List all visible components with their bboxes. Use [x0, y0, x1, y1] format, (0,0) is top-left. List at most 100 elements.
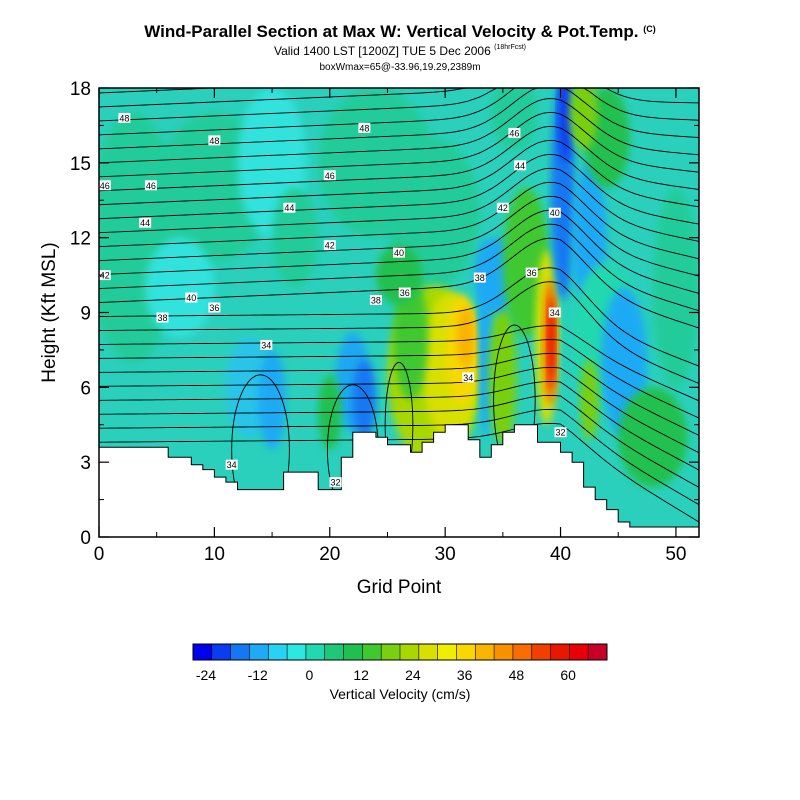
contour-label-bg — [323, 170, 336, 181]
contour-label-text: 42 — [325, 241, 335, 251]
isentrope-line — [99, 339, 699, 419]
valid-time-text: Valid 1400 LST [1200Z] TUE 5 Dec 2006 — [273, 44, 491, 58]
y-tick-label: 18 — [70, 79, 91, 100]
isentrope-line — [99, 181, 699, 260]
contour-label: 32 — [329, 477, 342, 488]
isentrope-line — [99, 125, 699, 192]
isentrope-line — [99, 88, 699, 136]
velocity-cell — [491, 88, 538, 151]
colorbar-tick-label: 12 — [353, 667, 369, 683]
x-tick-label: 30 — [435, 544, 456, 565]
contour-label: 42 — [496, 202, 509, 213]
contour-label-bg — [283, 202, 296, 213]
contour-label-text: 44 — [515, 161, 525, 171]
x-axis: 0 10 20 30 40 50 Grid Point — [94, 88, 686, 598]
isentrope-line — [99, 88, 699, 150]
colorbar-tick-label: -12 — [248, 667, 268, 683]
isentrope-line — [99, 380, 699, 471]
contour-label: 38 — [369, 295, 382, 306]
contour-label: 42 — [98, 270, 111, 281]
isentrope-line — [99, 223, 699, 312]
chart-box-info: boxWmax=65@-33.96,19.29,2389m — [319, 62, 481, 73]
contour-label: 38 — [473, 272, 486, 283]
forecast-hour-tag: (18hrFcst) — [494, 44, 527, 51]
contour-label-text: 42 — [100, 271, 110, 281]
contour-label-bg — [525, 267, 538, 278]
isentrope-line — [99, 139, 699, 208]
contour-label-bg — [473, 272, 486, 283]
colorbar-swatch — [531, 644, 551, 660]
contour-label-text: 36 — [527, 268, 537, 278]
velocity-cell — [569, 88, 598, 151]
isentrope-line — [99, 209, 699, 294]
contour-label-bg — [393, 247, 405, 258]
contour-label-bg — [496, 202, 509, 213]
contour-label-bg — [144, 180, 157, 191]
velocity-cell — [618, 387, 688, 488]
contour-label-bg — [225, 459, 238, 470]
velocity-cell — [393, 275, 428, 400]
chart-title-tag: (C) — [643, 24, 656, 34]
y-tick-label: 15 — [70, 154, 91, 175]
colorbar-swatch — [550, 644, 570, 660]
contour-label-text: 42 — [498, 203, 508, 213]
contour-label-bg — [98, 270, 111, 281]
colorbar-swatch — [324, 644, 344, 660]
contour-label: 44 — [514, 160, 527, 171]
contour-label-text: 46 — [100, 181, 110, 191]
y-tick-label: 6 — [80, 378, 91, 399]
contour-label: 42 — [323, 240, 336, 251]
isentrope-line — [99, 167, 699, 242]
colorbar-tick-label: 36 — [457, 667, 473, 683]
x-tick-label: 50 — [665, 544, 686, 565]
isentrope-line — [99, 281, 699, 384]
y-tick-label: 0 — [80, 528, 91, 549]
contour-label-text: 36 — [400, 288, 410, 298]
contour-label: 34 — [548, 307, 561, 318]
contour-label-text: 46 — [146, 181, 156, 191]
colorbar-swatch — [362, 644, 382, 660]
colorbar-swatch — [193, 644, 213, 660]
isentrope-line — [99, 195, 699, 277]
colorbar-tick-label: 60 — [560, 667, 576, 683]
contour-label-text: 46 — [325, 171, 335, 181]
velocity-cell — [547, 297, 556, 388]
contour-label: 34 — [260, 339, 273, 350]
contour-label: 36 — [525, 267, 538, 278]
contour-label-text: 34 — [550, 308, 560, 318]
colorbar: -24 -12 0 12 24 36 48 60 Vertical Velocity (cm/s… — [192, 643, 608, 702]
velocity-cell — [580, 359, 599, 440]
contour-label: 32 — [554, 427, 567, 438]
contour-label-bg — [118, 112, 131, 123]
colorbar-swatch — [475, 644, 495, 660]
contour-label-text: 34 — [227, 460, 237, 470]
contour-label-bg — [358, 122, 371, 133]
contour-label-bg — [139, 217, 152, 228]
contour-label: 48 — [358, 122, 371, 133]
colorbar-swatch — [249, 644, 269, 660]
terrain-mask — [98, 424, 700, 538]
colorbar-swatch — [588, 644, 608, 660]
contour-label-text: 32 — [331, 478, 341, 488]
contour-label-bg — [508, 127, 521, 138]
x-tick-label: 10 — [204, 544, 225, 565]
contour-label-bg — [323, 240, 336, 251]
colorbar-label: Vertical Velocity (cm/s) — [330, 686, 471, 702]
contour-label: 46 — [508, 127, 521, 138]
colorbar-swatch — [456, 644, 476, 660]
y-tick-label: 3 — [80, 453, 91, 474]
colorbar-frame — [192, 643, 608, 661]
x-tick-label: 40 — [550, 544, 571, 565]
contour-labels: 48 46 48 48 46 46 44 44 46 44 42 40 42 40 42 40 38 36 36 38… — [98, 112, 567, 488]
velocity-cell — [489, 305, 517, 445]
velocity-cell — [352, 359, 376, 440]
contour-label-text: 44 — [284, 203, 294, 213]
colorbar-swatch — [569, 644, 589, 660]
velocity-cell — [145, 237, 215, 338]
contour-label-bg — [548, 207, 561, 218]
contour-label-bg — [398, 287, 411, 298]
contour-label-bg — [185, 292, 198, 303]
colorbar-swatch — [268, 644, 288, 660]
chart-title-text: Wind-Parallel Section at Max W: Vertical… — [144, 22, 639, 41]
